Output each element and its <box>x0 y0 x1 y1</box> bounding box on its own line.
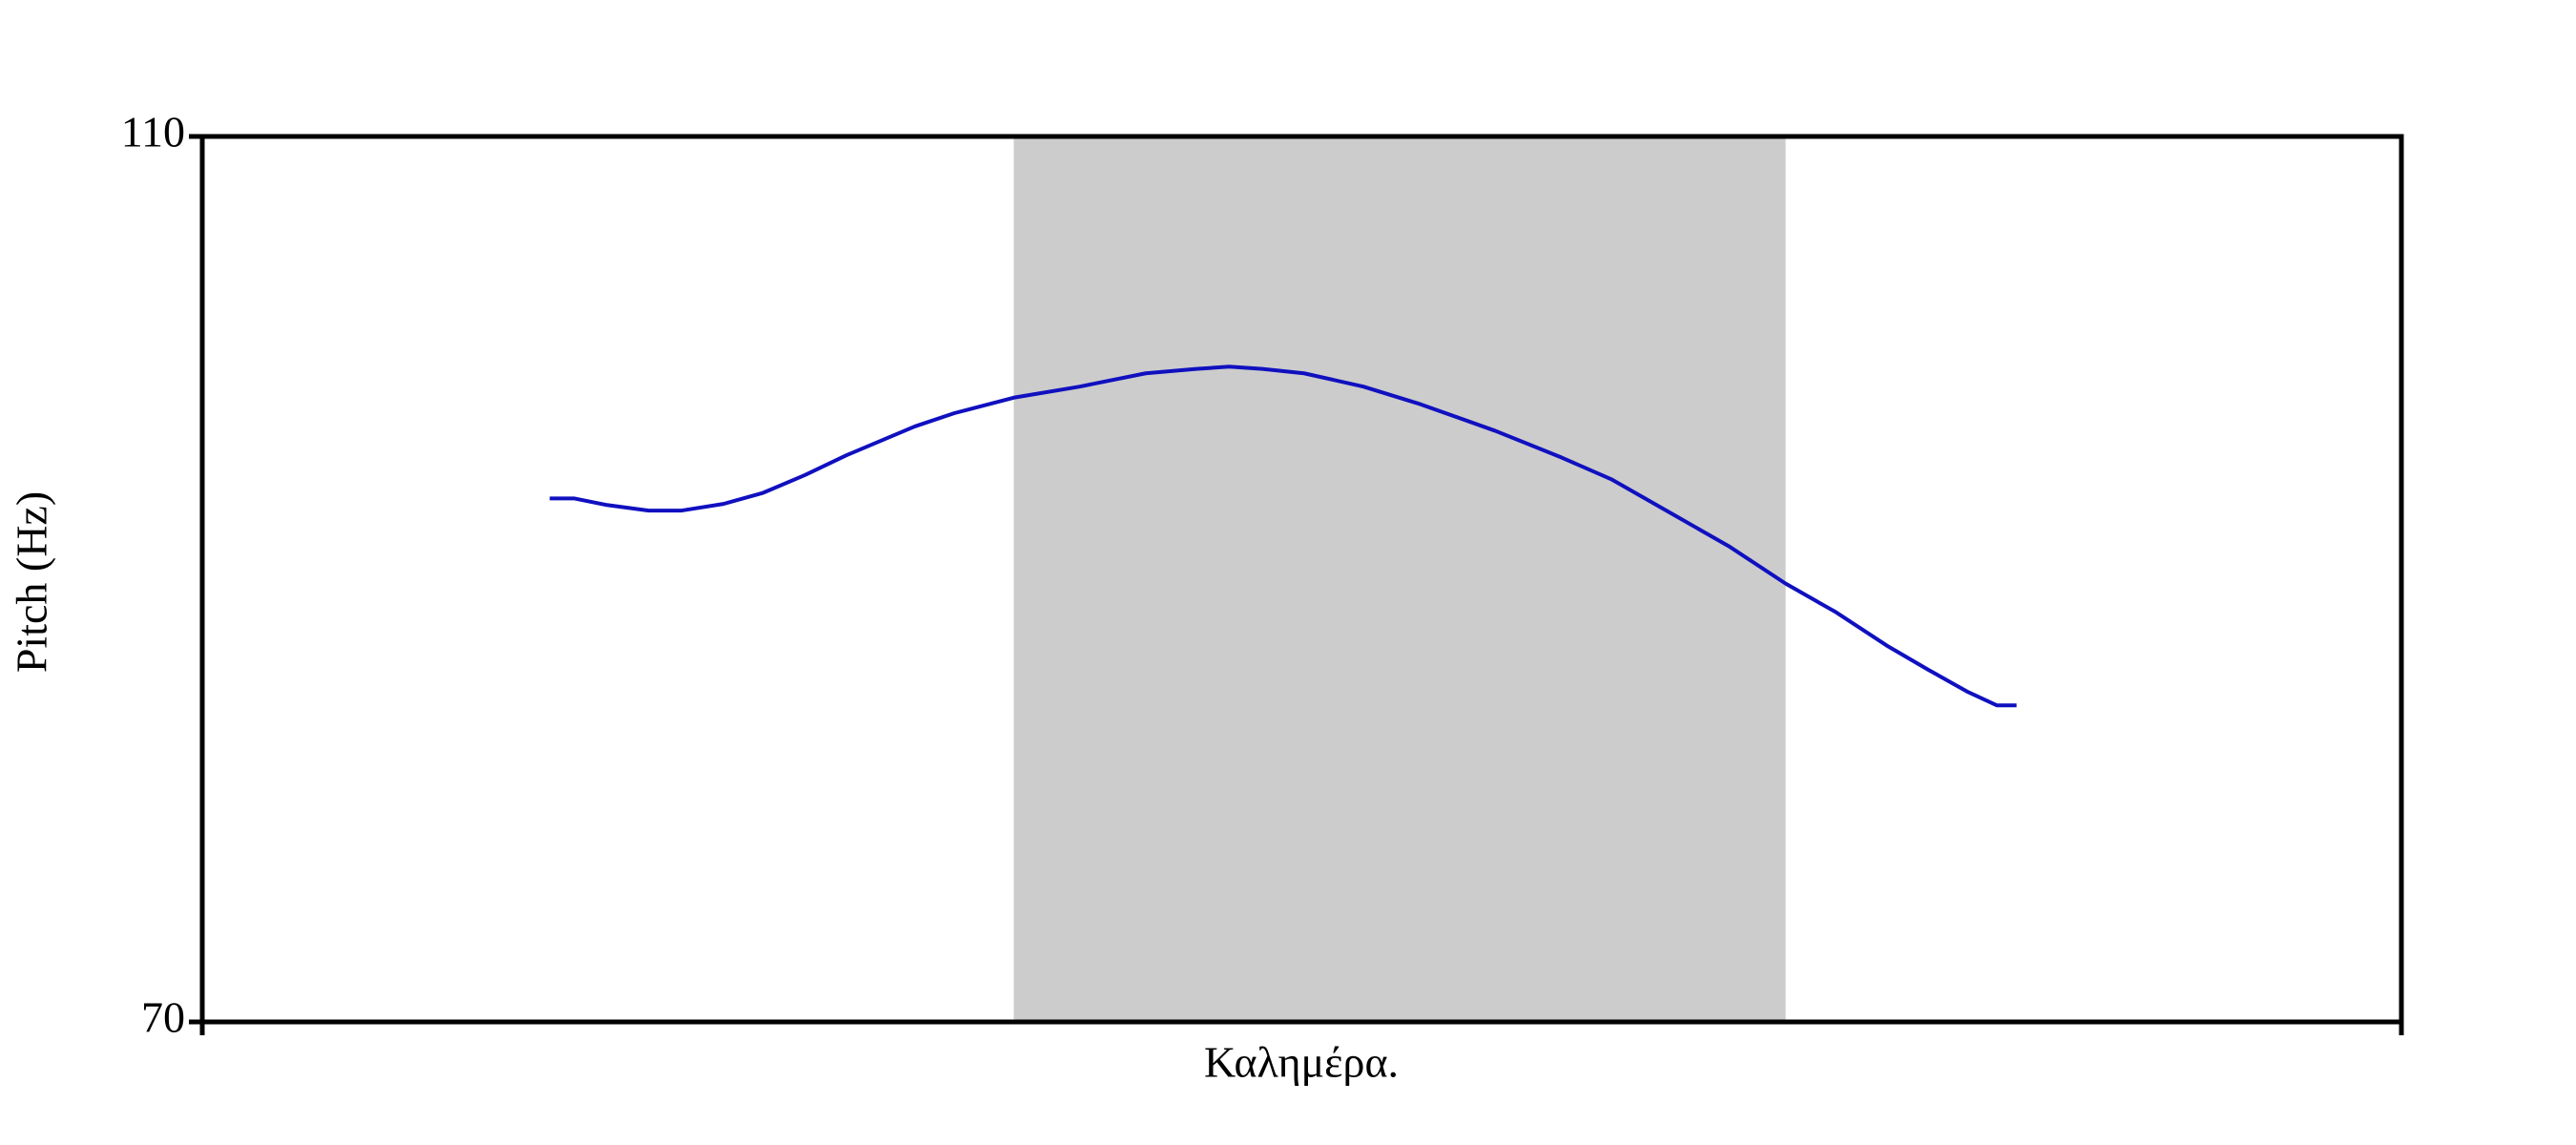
y-axis-label: Pitch (Hz) <box>8 491 56 673</box>
y-tick-label: 70 <box>141 993 185 1042</box>
highlight-band <box>1013 136 1786 1022</box>
plot-frame <box>199 134 2404 1025</box>
y-tick-label: 110 <box>121 108 185 156</box>
pitch-line <box>550 364 2017 708</box>
x-axis-label: Καλημέρα. <box>1204 1038 1399 1087</box>
